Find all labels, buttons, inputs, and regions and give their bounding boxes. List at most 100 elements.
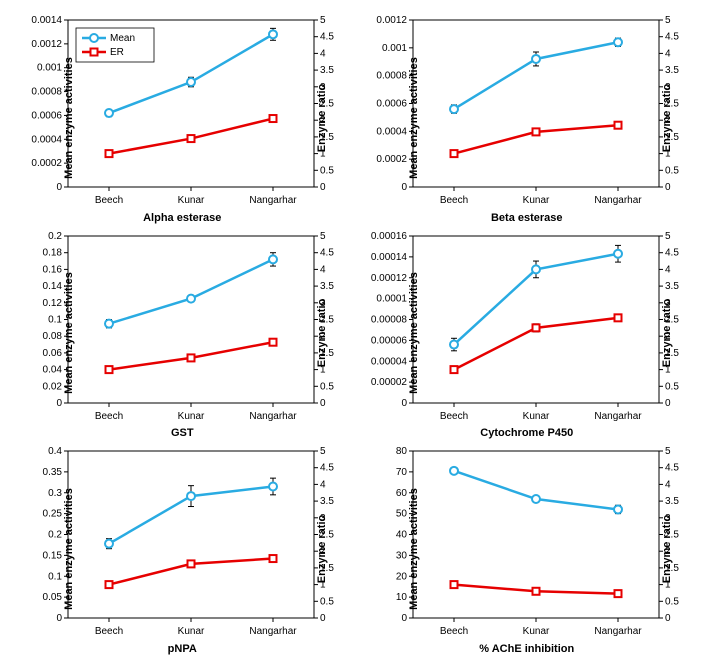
svg-text:20: 20 [395, 572, 407, 583]
svg-text:0.05: 0.05 [43, 592, 63, 603]
svg-text:0: 0 [401, 613, 407, 624]
y-axis-left-label: Mean enzyme activities [63, 488, 75, 610]
chart-panel: 00.000020.000040.000060.000080.00010.000… [355, 226, 700, 442]
svg-text:0.00004: 0.00004 [370, 356, 407, 367]
svg-text:10: 10 [395, 592, 407, 603]
svg-text:0.0014: 0.0014 [31, 15, 62, 26]
svg-text:Kunar: Kunar [522, 626, 549, 637]
svg-text:0.08: 0.08 [43, 331, 63, 342]
svg-text:4.5: 4.5 [320, 247, 334, 258]
svg-text:0.5: 0.5 [665, 597, 679, 608]
svg-text:0.001: 0.001 [37, 63, 62, 74]
svg-text:Beech: Beech [95, 195, 123, 206]
svg-text:0.0012: 0.0012 [31, 39, 62, 50]
svg-text:0.5: 0.5 [320, 381, 334, 392]
svg-text:0.16: 0.16 [43, 264, 63, 275]
y-axis-left-label: Mean enzyme activities [407, 57, 419, 179]
svg-text:0: 0 [320, 613, 326, 624]
svg-text:0.0006: 0.0006 [31, 110, 62, 121]
svg-text:5: 5 [665, 15, 671, 26]
svg-text:50: 50 [395, 509, 407, 520]
chart-svg: 00.00020.00040.00060.00080.0010.00120.00… [10, 10, 354, 225]
svg-text:0.2: 0.2 [48, 530, 62, 541]
chart-title: Alpha esterase [143, 212, 221, 224]
svg-text:0: 0 [665, 613, 671, 624]
y-axis-left-label: Mean enzyme activities [63, 57, 75, 179]
svg-text:0.00006: 0.00006 [370, 335, 407, 346]
svg-text:4.5: 4.5 [665, 463, 679, 474]
y-axis-right-label: Enzyme ratio [661, 84, 673, 152]
svg-text:70: 70 [395, 467, 407, 478]
svg-text:0: 0 [665, 182, 671, 193]
chart-svg: 00.000020.000040.000060.000080.00010.000… [355, 226, 699, 441]
y-axis-right-label: Enzyme ratio [316, 299, 328, 367]
svg-text:4: 4 [320, 480, 326, 491]
svg-text:4.5: 4.5 [320, 463, 334, 474]
svg-text:0: 0 [56, 613, 62, 624]
svg-text:5: 5 [665, 231, 671, 242]
svg-text:5: 5 [665, 446, 671, 457]
svg-text:0.001: 0.001 [381, 43, 406, 54]
svg-text:0.18: 0.18 [43, 247, 63, 258]
svg-text:0.00002: 0.00002 [370, 377, 407, 388]
svg-text:4.5: 4.5 [665, 32, 679, 43]
svg-text:0.12: 0.12 [43, 297, 63, 308]
chart-grid: 00.00020.00040.00060.00080.0010.00120.00… [10, 10, 699, 657]
chart-title: GST [171, 427, 194, 439]
svg-text:4: 4 [320, 48, 326, 59]
chart-panel: 00.020.040.060.080.10.120.140.160.180.20… [10, 226, 355, 442]
svg-text:0: 0 [56, 398, 62, 409]
svg-text:0.0004: 0.0004 [31, 134, 62, 145]
chart-svg: 00.00020.00040.00060.00080.0010.001200.5… [355, 10, 699, 225]
svg-text:0.15: 0.15 [43, 551, 63, 562]
svg-text:0: 0 [320, 182, 326, 193]
y-axis-right-label: Enzyme ratio [661, 299, 673, 367]
svg-text:0.3: 0.3 [48, 488, 62, 499]
svg-text:3.5: 3.5 [665, 496, 679, 507]
svg-text:Kunar: Kunar [522, 411, 549, 422]
svg-text:0.0008: 0.0008 [31, 87, 62, 98]
chart-panel: 00.050.10.150.20.250.30.350.400.511.522.… [10, 441, 355, 657]
svg-text:Beech: Beech [95, 411, 123, 422]
svg-text:4: 4 [665, 480, 671, 491]
svg-text:5: 5 [320, 446, 326, 457]
svg-text:0.00012: 0.00012 [370, 272, 407, 283]
svg-text:40: 40 [395, 530, 407, 541]
svg-text:0.14: 0.14 [43, 281, 63, 292]
chart-title: Beta esterase [491, 212, 563, 224]
svg-text:Kunar: Kunar [178, 195, 205, 206]
svg-text:0.4: 0.4 [48, 446, 62, 457]
svg-text:0.5: 0.5 [665, 381, 679, 392]
svg-text:Beech: Beech [439, 195, 467, 206]
svg-text:4.5: 4.5 [665, 247, 679, 258]
y-axis-left-label: Mean enzyme activities [407, 273, 419, 395]
y-axis-left-label: Mean enzyme activities [63, 273, 75, 395]
svg-text:0: 0 [320, 398, 326, 409]
y-axis-right-label: Enzyme ratio [316, 515, 328, 583]
svg-text:0.0008: 0.0008 [376, 71, 407, 82]
chart-title: % AChE inhibition [479, 643, 574, 655]
svg-text:ER: ER [110, 47, 124, 58]
svg-text:Nangarhar: Nangarhar [594, 195, 642, 206]
svg-text:0: 0 [56, 182, 62, 193]
svg-text:0: 0 [401, 182, 407, 193]
svg-text:0.0006: 0.0006 [376, 99, 407, 110]
svg-text:Kunar: Kunar [178, 411, 205, 422]
svg-text:4.5: 4.5 [320, 32, 334, 43]
svg-text:0.02: 0.02 [43, 381, 63, 392]
y-axis-right-label: Enzyme ratio [316, 84, 328, 152]
svg-text:Nangarhar: Nangarhar [594, 626, 642, 637]
chart-panel: 0102030405060708000.511.522.533.544.55Be… [355, 441, 700, 657]
svg-text:4: 4 [665, 264, 671, 275]
svg-text:Nangarhar: Nangarhar [594, 411, 642, 422]
chart-title: pNPA [168, 643, 197, 655]
svg-text:0.0012: 0.0012 [376, 15, 407, 26]
svg-text:0.1: 0.1 [48, 572, 62, 583]
svg-text:Beech: Beech [439, 411, 467, 422]
svg-text:Kunar: Kunar [522, 195, 549, 206]
y-axis-left-label: Mean enzyme activities [407, 488, 419, 610]
svg-text:4: 4 [320, 264, 326, 275]
svg-text:3.5: 3.5 [320, 65, 334, 76]
svg-text:0.1: 0.1 [48, 314, 62, 325]
chart-svg: 0102030405060708000.511.522.533.544.55Be… [355, 441, 699, 656]
